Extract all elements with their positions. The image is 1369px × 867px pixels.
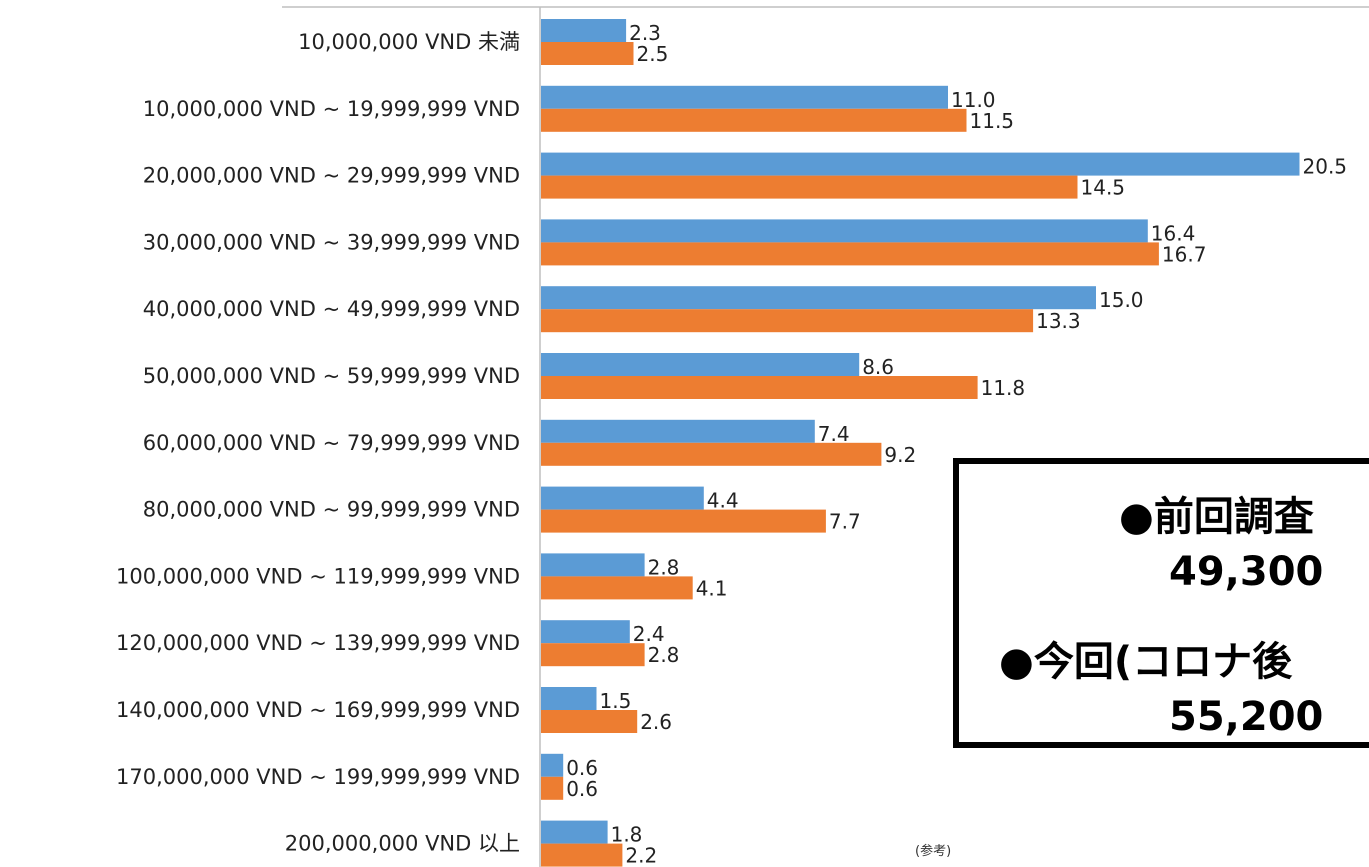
previous-survey-label: ●前回調査 (1119, 494, 1314, 540)
data-label: 14.5 (1081, 176, 1126, 200)
data-label: 11.5 (970, 109, 1015, 133)
category-label: 10,000,000 VND 未満 (298, 30, 520, 54)
data-label: 4.1 (696, 576, 728, 600)
bar-series-2 (541, 576, 693, 600)
data-label: 16.4 (1151, 221, 1196, 245)
data-label: 16.7 (1162, 242, 1207, 266)
category-label: 140,000,000 VND ~ 169,999,999 VND (116, 698, 520, 722)
data-label: 2.8 (648, 643, 680, 667)
previous-survey-value: 49,300 (1169, 549, 1324, 595)
bar-series-2 (541, 710, 638, 733)
bar-series-1 (541, 820, 608, 844)
data-label: 2.3 (629, 21, 661, 45)
data-label: 13.3 (1036, 309, 1081, 333)
data-label: 1.8 (611, 823, 643, 847)
bar-series-1 (541, 753, 564, 777)
bar-series-2 (541, 776, 564, 800)
reference-note: (参考) (915, 844, 952, 859)
data-label: 7.4 (818, 422, 850, 446)
data-label: 8.6 (862, 355, 894, 379)
category-label: 170,000,000 VND ~ 199,999,999 VND (116, 765, 520, 789)
data-label: 2.4 (633, 622, 665, 646)
bar-series-1 (541, 19, 627, 42)
bar-series-1 (541, 687, 597, 710)
bar-series-1 (541, 219, 1148, 243)
bar-series-2 (541, 175, 1078, 199)
bar-series-1 (541, 486, 704, 510)
data-label: 20.5 (1303, 155, 1348, 179)
data-label: 15.0 (1099, 288, 1144, 312)
data-label: 11.8 (981, 376, 1026, 400)
bar-series-2 (541, 309, 1034, 333)
data-label: 9.2 (884, 443, 916, 467)
bar-series-1 (541, 419, 815, 443)
category-label: 30,000,000 VND ~ 39,999,999 VND (143, 230, 520, 254)
category-label: 60,000,000 VND ~ 79,999,999 VND (143, 431, 520, 455)
bar-series-1 (541, 85, 948, 109)
bar-series-2 (541, 843, 623, 867)
category-label: 20,000,000 VND ~ 29,999,999 VND (143, 164, 520, 188)
category-label: 100,000,000 VND ~ 119,999,999 VND (116, 564, 520, 588)
average-salary-callout: ●前回調査 49,300 ●今回(コロナ後 55,200 (953, 458, 1369, 748)
bar-series-2 (541, 643, 645, 667)
data-label: 2.5 (637, 42, 669, 66)
data-label: 7.7 (829, 510, 861, 534)
bar-series-2 (541, 42, 634, 65)
bar-series-1 (541, 286, 1096, 310)
data-label: 2.6 (640, 710, 672, 734)
category-label: 120,000,000 VND ~ 139,999,999 VND (116, 631, 520, 655)
data-label: 4.4 (707, 489, 739, 513)
data-label: 11.0 (951, 88, 996, 112)
bar-series-2 (541, 242, 1159, 266)
current-survey-value: 55,200 (1169, 694, 1324, 740)
category-label: 10,000,000 VND ~ 19,999,999 VND (143, 97, 520, 121)
bar-series-2 (541, 108, 967, 132)
category-label: 80,000,000 VND ~ 99,999,999 VND (143, 498, 520, 522)
data-label: 2.2 (625, 844, 657, 867)
bar-series-1 (541, 553, 645, 577)
bar-series-1 (541, 620, 630, 644)
data-label: 2.8 (648, 555, 680, 579)
category-label: 40,000,000 VND ~ 49,999,999 VND (143, 297, 520, 321)
category-label: 50,000,000 VND ~ 59,999,999 VND (143, 364, 520, 388)
bar-series-2 (541, 376, 978, 399)
current-survey-label: ●今回(コロナ後 (999, 639, 1293, 685)
bar-series-2 (541, 442, 882, 466)
bar-series-2 (541, 509, 826, 533)
data-label: 0.6 (566, 756, 598, 780)
bar-series-1 (541, 353, 860, 376)
data-label: 1.5 (600, 689, 632, 713)
category-label: 200,000,000 VND 以上 (285, 832, 520, 856)
bar-series-1 (541, 152, 1300, 176)
data-label: 0.6 (566, 777, 598, 801)
